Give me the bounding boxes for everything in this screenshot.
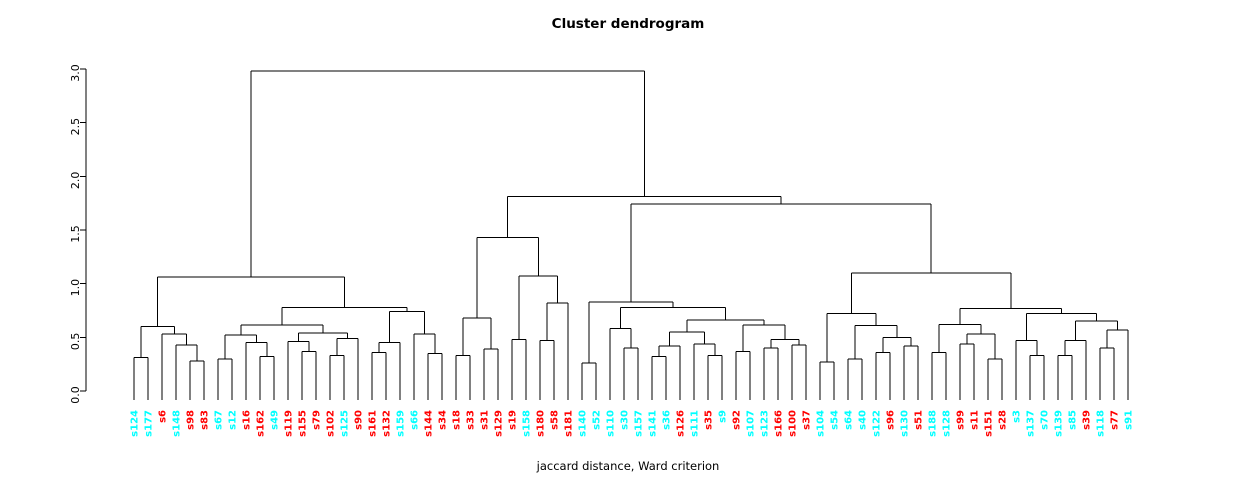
leaf-label: s181 [564, 410, 575, 437]
y-tick-label: 1.5 [69, 225, 82, 243]
leaf-label: s166 [774, 410, 785, 437]
leaf-label: s40 [858, 410, 869, 430]
leaf-label: s33 [466, 410, 477, 430]
leaf-label: s161 [368, 410, 379, 437]
leaf-label: s9 [718, 410, 729, 423]
y-tick-label: 2.5 [69, 118, 82, 136]
leaf-label: s18 [452, 410, 463, 430]
leaf-label: s137 [1026, 410, 1037, 437]
leaf-label: s79 [312, 410, 323, 430]
leaf-label: s58 [550, 410, 561, 430]
leaf-label: s128 [942, 410, 953, 437]
leaf-label: s19 [508, 410, 519, 430]
leaf-label: s31 [480, 410, 491, 430]
chart-title: Cluster dendrogram [551, 16, 705, 32]
leaf-label: s124 [130, 410, 141, 437]
leaf-label: s111 [690, 410, 701, 437]
leaf-label: s148 [172, 410, 183, 437]
y-tick-label: 3.0 [69, 64, 82, 82]
leaf-label: s49 [270, 410, 281, 430]
leaf-label: s141 [648, 410, 659, 437]
leaf-label: s122 [872, 410, 883, 437]
leaf-label: s125 [340, 410, 351, 437]
leaf-label: s155 [298, 410, 309, 437]
leaf-label: s77 [1110, 410, 1121, 430]
leaf-label: s140 [578, 410, 589, 437]
leaf-label: s85 [1068, 410, 1079, 430]
leaf-label: s83 [200, 410, 211, 430]
leaf-label: s157 [634, 410, 645, 437]
leaf-label: s99 [956, 410, 967, 430]
leaf-label: s70 [1040, 410, 1051, 430]
leaf-label: s96 [886, 410, 897, 430]
leaf-label: s104 [816, 410, 827, 437]
leaf-label: s129 [494, 410, 505, 437]
leaf-label: s130 [900, 410, 911, 437]
leaf-label: s151 [984, 410, 995, 437]
leaf-label: s67 [214, 410, 225, 430]
leaf-label: s126 [676, 410, 687, 437]
leaf-label: s30 [620, 410, 631, 430]
leaf-label: s90 [354, 410, 365, 430]
leaf-label: s16 [242, 410, 253, 430]
leaf-label: s28 [998, 410, 1009, 430]
leaf-label: s123 [760, 410, 771, 437]
y-tick-label: 0.0 [69, 386, 82, 404]
leaf-label: s11 [970, 410, 981, 430]
x-axis-caption: jaccard distance, Ward criterion [536, 459, 720, 473]
leaf-label: s37 [802, 410, 813, 430]
y-tick-label: 1.0 [69, 279, 82, 297]
leaf-label: s39 [1082, 410, 1093, 430]
leaf-label: s12 [228, 410, 239, 430]
leaf-label: s92 [732, 410, 743, 430]
leaf-label: s107 [746, 410, 757, 437]
leaf-label: s158 [522, 410, 533, 437]
leaf-label: s102 [326, 410, 337, 437]
leaf-label: s180 [536, 410, 547, 437]
y-tick-label: 0.5 [69, 333, 82, 351]
leaf-label: s132 [382, 410, 393, 437]
leaf-label: s98 [186, 410, 197, 430]
leaf-label: s162 [256, 410, 267, 437]
leaf-label: s6 [158, 410, 169, 423]
leaf-label: s139 [1054, 410, 1065, 437]
leaf-label: s34 [438, 410, 449, 430]
leaf-label: s66 [410, 410, 421, 430]
leaf-label: s119 [284, 410, 295, 437]
leaf-label: s91 [1124, 410, 1135, 430]
leaf-label: s36 [662, 410, 673, 430]
y-tick-label: 2.0 [69, 172, 82, 190]
leaf-label: s54 [830, 410, 841, 430]
leaf-label: s100 [788, 410, 799, 437]
leaf-label: s51 [914, 410, 925, 430]
leaf-label: s52 [592, 410, 603, 430]
leaf-label: s110 [606, 410, 617, 437]
leaf-label: s64 [844, 410, 855, 430]
leaf-label: s3 [1012, 410, 1023, 423]
leaf-label: s35 [704, 410, 715, 430]
leaf-label: s177 [144, 410, 155, 437]
leaf-label: s159 [396, 410, 407, 437]
leaf-label: s118 [1096, 410, 1107, 437]
leaf-label: s188 [928, 410, 939, 437]
leaf-label: s144 [424, 410, 435, 437]
